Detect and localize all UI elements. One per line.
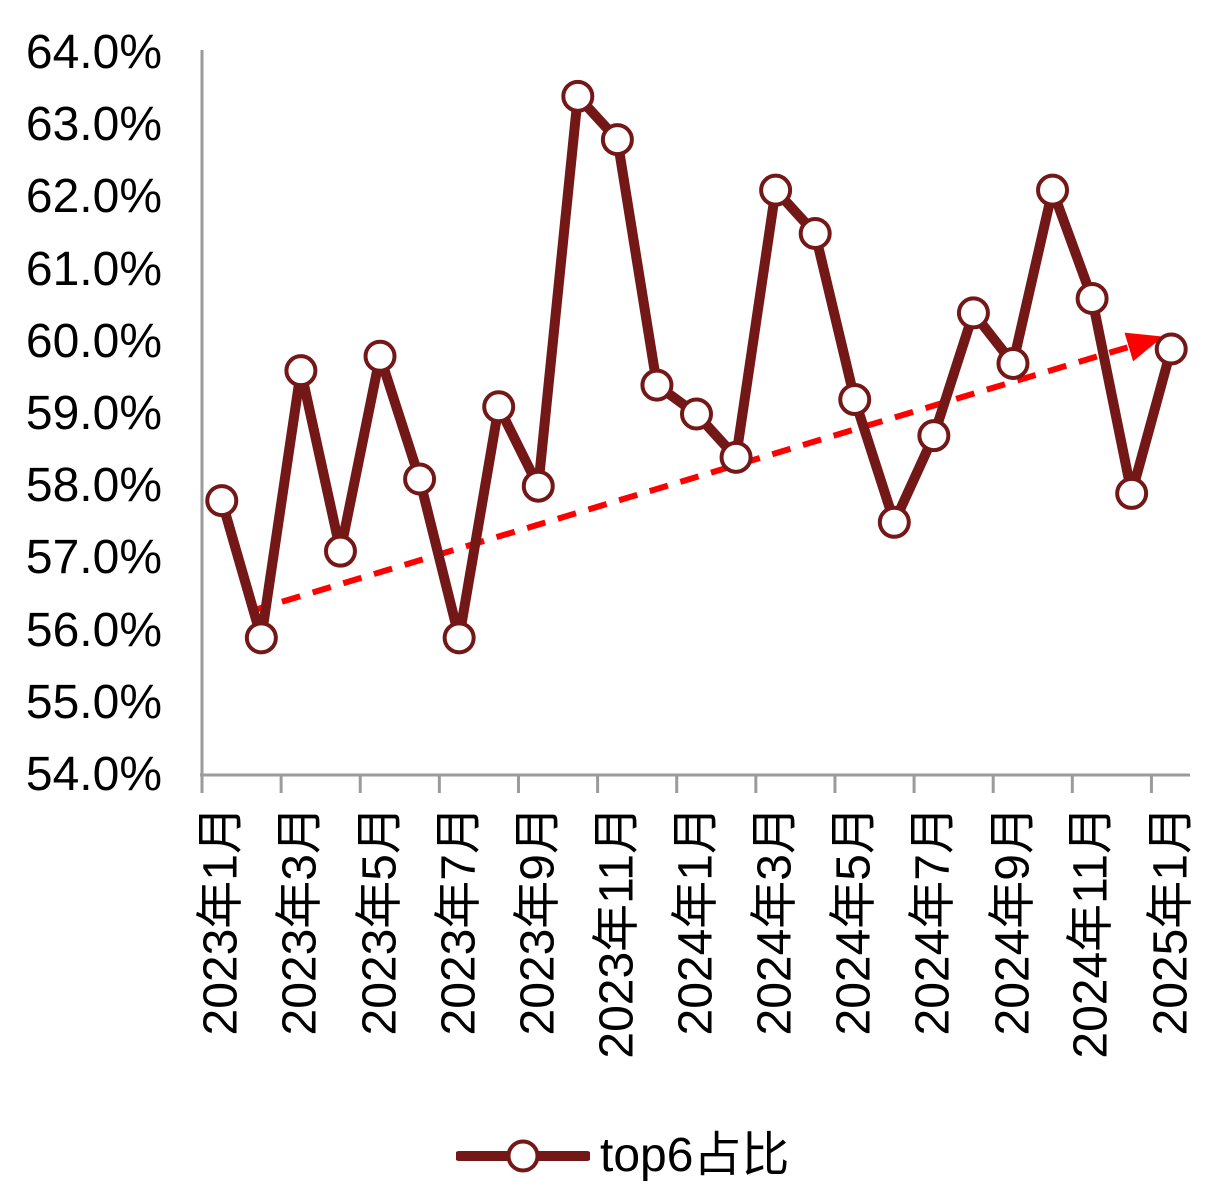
x-tick-label: 2023年3月 xyxy=(273,806,327,1036)
y-tick-label: 57.0% xyxy=(25,531,162,585)
data-point-marker xyxy=(680,397,713,431)
x-tick-label: 2024年3月 xyxy=(748,806,802,1036)
x-tick-label: 2024年9月 xyxy=(985,806,1039,1036)
y-tick-label: 54.0% xyxy=(25,748,162,801)
legend-label: top6占比 xyxy=(600,1129,790,1182)
x-tick-label: 2024年1月 xyxy=(669,806,723,1036)
data-point-marker xyxy=(640,368,674,402)
data-point-marker xyxy=(798,217,832,250)
y-tick-label: 55.0% xyxy=(25,675,162,729)
y-tick-label: 63.0% xyxy=(25,98,162,152)
data-point-marker xyxy=(1075,281,1109,315)
data-point-marker xyxy=(323,534,357,568)
data-point-marker xyxy=(403,462,437,496)
y-tick-label: 60.0% xyxy=(25,314,162,368)
data-point-marker xyxy=(482,390,516,424)
legend-circle-marker xyxy=(506,1139,540,1173)
data-point-marker xyxy=(1115,476,1149,510)
data-point-marker xyxy=(759,173,793,207)
data-point-marker xyxy=(838,383,872,417)
legend: top6占比 xyxy=(456,1126,789,1186)
y-tick-label: 56.0% xyxy=(25,603,162,657)
data-point-marker xyxy=(561,79,595,113)
data-point-marker xyxy=(521,469,555,503)
x-tick-label: 2023年11月 xyxy=(590,806,644,1059)
y-tick-label: 61.0% xyxy=(25,242,162,296)
y-tick-label: 58.0% xyxy=(25,459,162,513)
data-point-marker xyxy=(1154,332,1188,366)
x-tick-label: 2024年11月 xyxy=(1065,806,1119,1059)
legend-series-marker xyxy=(456,1139,590,1173)
data-point-marker xyxy=(956,296,990,330)
x-tick-label: 2024年5月 xyxy=(827,806,881,1036)
data-point-marker xyxy=(996,346,1030,380)
trendline xyxy=(250,332,1164,614)
x-tick-label: 2023年1月 xyxy=(194,806,248,1036)
y-tick-label: 64.0% xyxy=(25,26,162,79)
data-point-marker xyxy=(442,621,476,655)
x-tick-label: 2023年5月 xyxy=(353,806,407,1036)
x-tick-label: 2024年7月 xyxy=(906,806,960,1036)
data-point-marker xyxy=(205,484,239,518)
y-tick-label: 59.0% xyxy=(25,387,162,440)
data-point-marker xyxy=(917,419,951,453)
data-point-marker xyxy=(284,354,318,388)
data-point-marker xyxy=(600,123,634,157)
data-point-marker xyxy=(877,505,911,539)
data-point-marker xyxy=(244,621,278,655)
data-point-marker xyxy=(719,440,753,474)
x-tick-label: 2023年9月 xyxy=(511,806,565,1036)
data-point-marker xyxy=(363,339,397,373)
data-point-marker xyxy=(1036,173,1070,207)
y-tick-label: 62.0% xyxy=(25,170,162,224)
x-tick-label: 2025年1月 xyxy=(1144,806,1198,1036)
x-tick-label: 2023年7月 xyxy=(432,806,486,1036)
